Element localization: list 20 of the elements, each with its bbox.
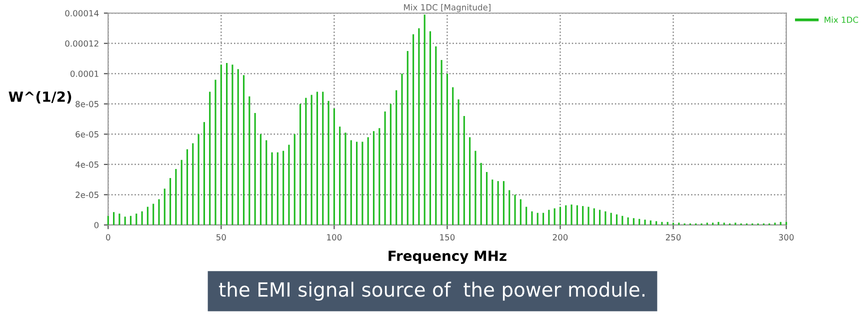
- text: the EMI signal source of the power module.: [219, 282, 644, 301]
- x-tick-label: 200: [552, 234, 568, 240]
- x-tick-label: 50: [216, 234, 226, 240]
- x-tick-label: 150: [440, 234, 455, 240]
- x-tick-label: 250: [666, 234, 681, 240]
- x-tick-label: 0: [106, 234, 110, 240]
- y-tick-label: 8e-05: [76, 100, 98, 108]
- x-axis-title: Frequency MHz: [388, 250, 506, 264]
- legend-label: Mix 1DC: [824, 16, 858, 23]
- y-tick-label: 0.00012: [65, 40, 98, 47]
- x-tick-label: 100: [327, 234, 342, 240]
- y-tick-label: 4e-05: [75, 161, 98, 168]
- y-axis-title: W^(1/2): [8, 91, 72, 104]
- y-tick-label: 0.0001: [70, 70, 98, 77]
- x-tick-label: 300: [778, 234, 794, 240]
- y-tick-label: 6e-05: [76, 131, 98, 138]
- y-tick-label: 0: [94, 222, 99, 228]
- y-tick-label: 0.00014: [65, 10, 99, 16]
- y-tick-label: 2e-05: [76, 192, 98, 198]
- chart-title: Mix 1DC [Magnitude]: [404, 4, 490, 12]
